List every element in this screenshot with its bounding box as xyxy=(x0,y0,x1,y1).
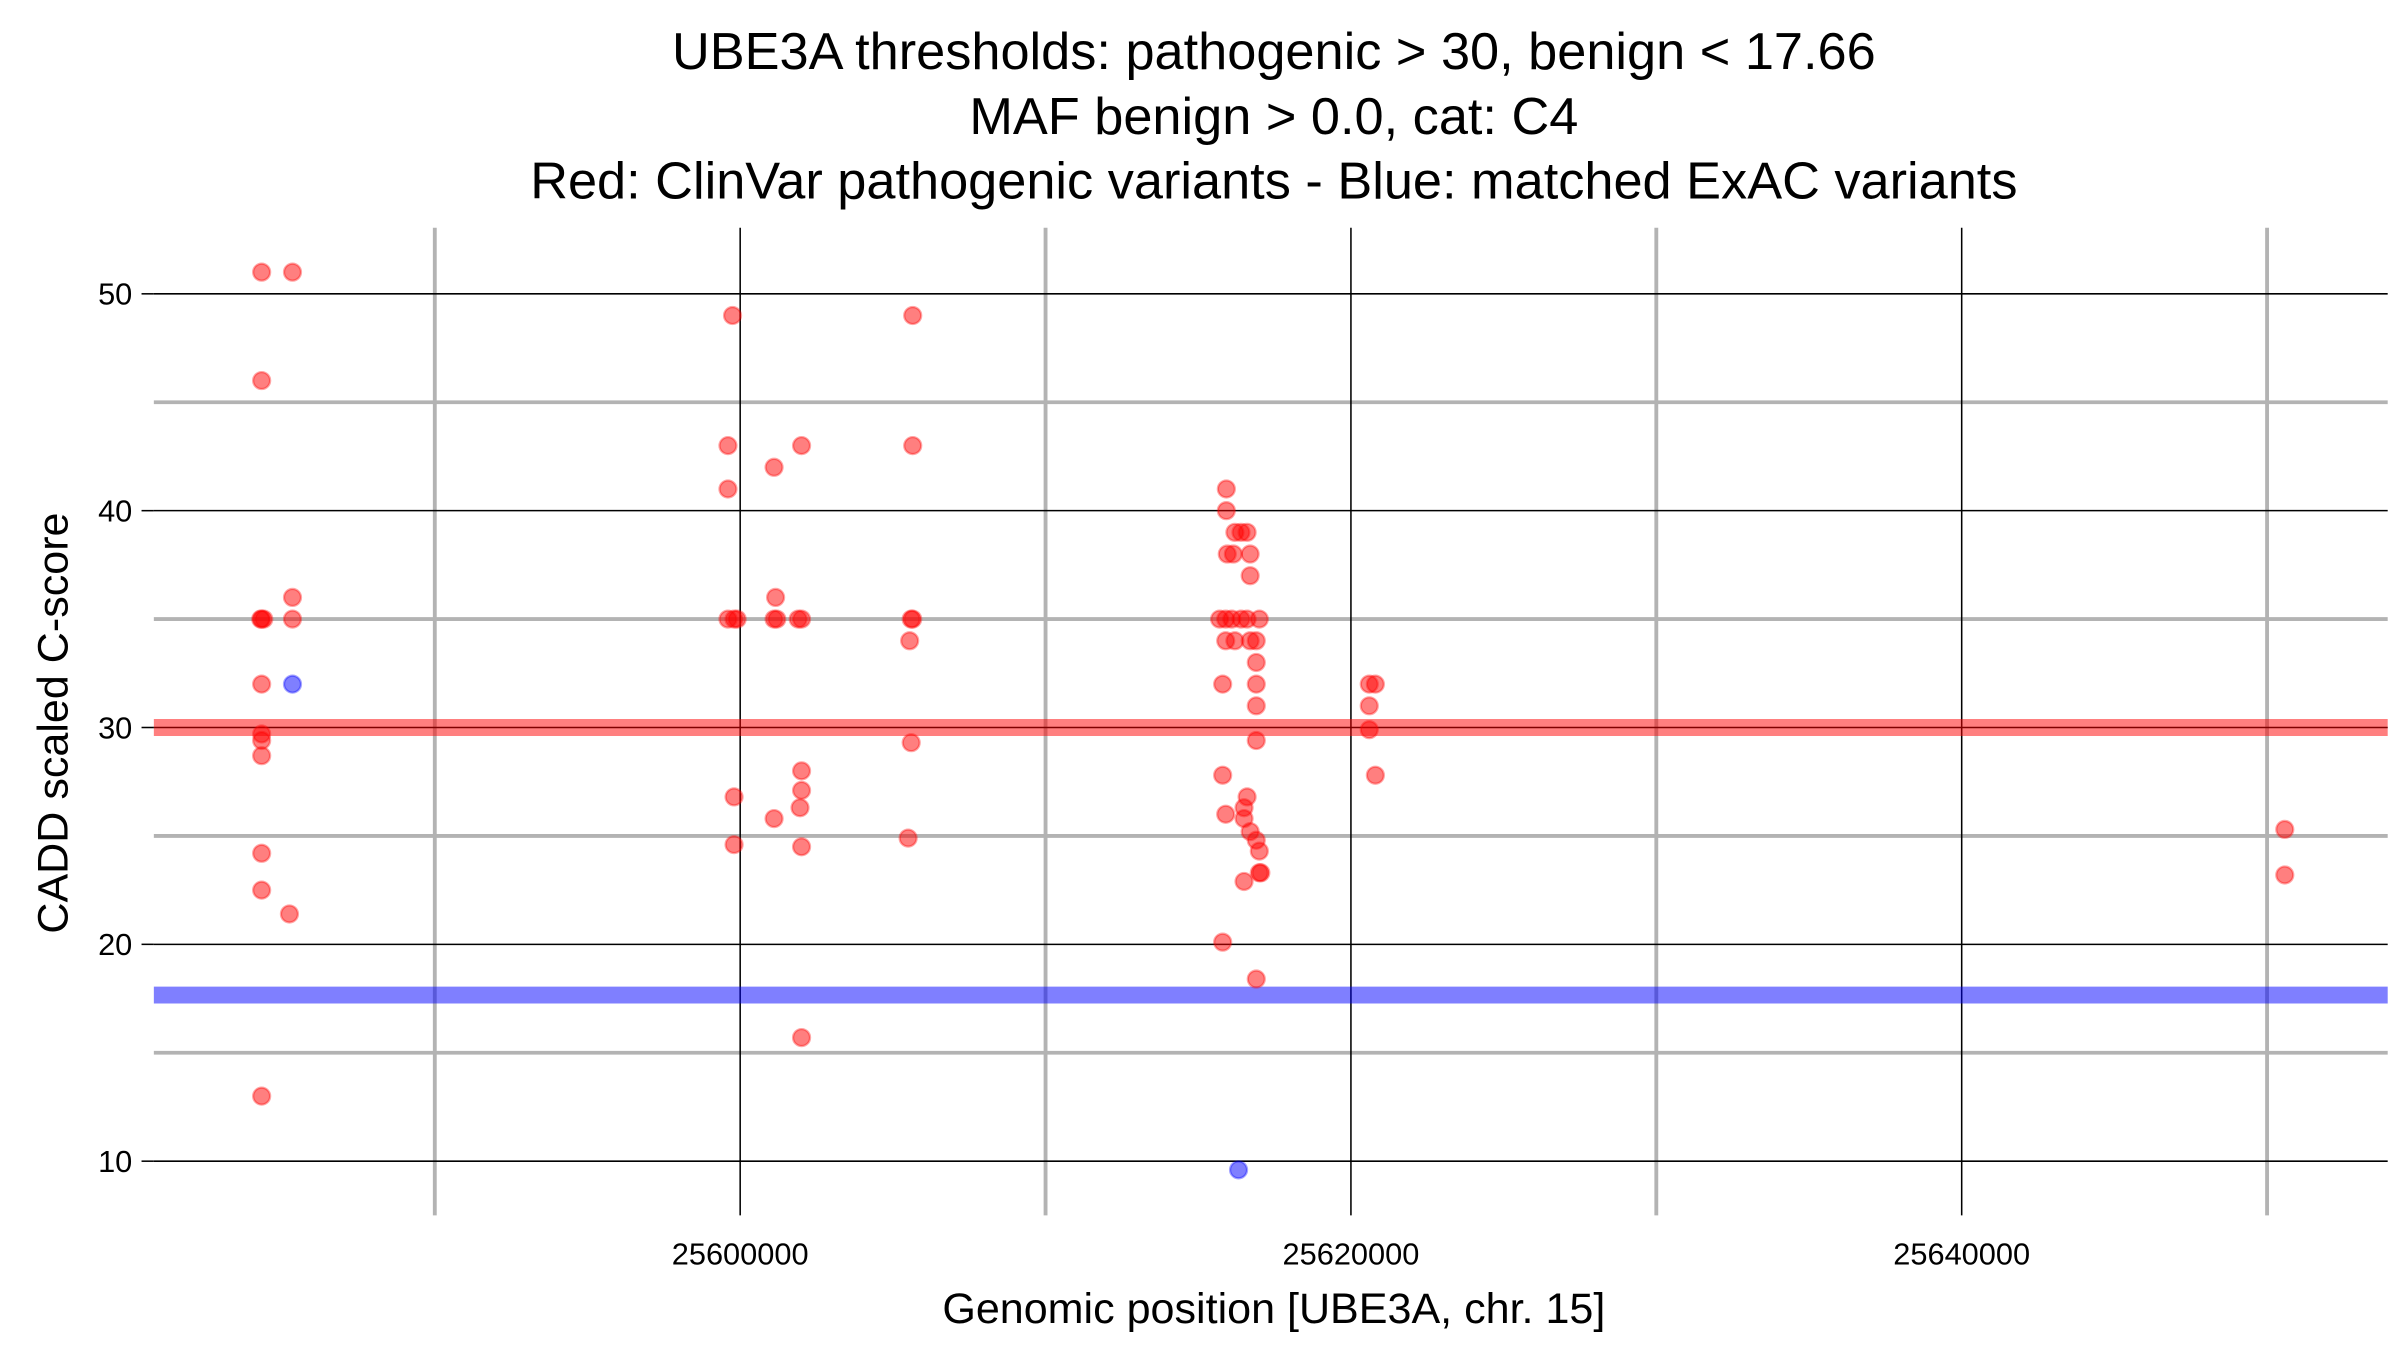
clinvar-point xyxy=(252,370,272,391)
clinvar-point xyxy=(254,609,274,629)
clinvar-point xyxy=(1240,566,1260,586)
x-tick-label: 25620000 xyxy=(1283,1237,1420,1272)
title-line-1: UBE3A thresholds: pathogenic > 30, benig… xyxy=(672,23,1876,81)
title-line-3: Red: ClinVar pathogenic variants - Blue:… xyxy=(530,152,2017,210)
clinvar-point xyxy=(1249,841,1269,861)
clinvar-point xyxy=(1213,932,1233,952)
chart-title: UBE3A thresholds: pathogenic > 30, benig… xyxy=(530,23,2017,210)
title-line-2: MAF benign > 0.0, cat: C4 xyxy=(969,88,1578,146)
clinvar-point xyxy=(2275,819,2295,840)
clinvar-point xyxy=(790,798,810,818)
clinvar-point xyxy=(764,808,784,829)
clinvar-point xyxy=(791,609,812,629)
data-points xyxy=(251,262,2295,1180)
clinvar-point xyxy=(1216,501,1236,521)
clinvar-point xyxy=(282,262,303,282)
clinvar-point xyxy=(1246,969,1266,989)
clinvar-point xyxy=(1365,674,1385,694)
clinvar-point xyxy=(791,435,812,456)
clinvar-point xyxy=(901,733,921,753)
y-axis-label: CADD scaled C-score xyxy=(30,512,78,933)
y-tick-label: 20 xyxy=(98,927,132,962)
exac-point xyxy=(1228,1160,1249,1180)
y-tick-label: 40 xyxy=(98,493,132,528)
clinvar-point xyxy=(727,609,747,629)
clinvar-point xyxy=(1213,674,1233,694)
clinvar-point xyxy=(903,305,923,326)
clinvar-point xyxy=(1237,522,1257,542)
clinvar-point xyxy=(1240,544,1260,564)
clinvar-point xyxy=(1359,696,1379,716)
clinvar-point xyxy=(767,609,787,629)
clinvar-point xyxy=(791,761,812,781)
clinvar-point xyxy=(718,435,738,456)
clinvar-point xyxy=(1223,544,1243,564)
x-axis-label: Genomic position [UBE3A, chr. 15] xyxy=(942,1285,1605,1333)
x-tick-label: 25640000 xyxy=(1893,1237,2030,1272)
clinvar-point xyxy=(1216,479,1236,499)
clinvar-point xyxy=(722,305,743,326)
clinvar-point xyxy=(903,435,923,456)
clinvar-point xyxy=(900,631,920,651)
y-tick-label: 10 xyxy=(98,1144,132,1179)
clinvar-point xyxy=(282,609,303,629)
clinvar-point xyxy=(1246,652,1266,673)
clinvar-point xyxy=(1216,804,1236,824)
clinvar-point xyxy=(282,587,303,608)
threshold-lines xyxy=(153,719,2388,1004)
clinvar-point xyxy=(791,780,812,800)
axis-ticks: 25600000 25620000 25640000 10 20 30 40 50 xyxy=(98,277,2030,1272)
clinvar-point xyxy=(252,1086,272,1106)
exac-point xyxy=(282,674,303,694)
clinvar-point xyxy=(1234,871,1254,892)
clinvar-point xyxy=(898,828,918,848)
clinvar-point xyxy=(765,587,786,608)
clinvar-point xyxy=(252,674,272,694)
clinvar-point xyxy=(1246,674,1266,694)
clinvar-point xyxy=(1246,631,1266,651)
clinvar-point xyxy=(2275,865,2295,885)
clinvar-point xyxy=(1213,765,1233,785)
clinvar-point xyxy=(279,904,300,924)
clinvar-point xyxy=(252,746,272,766)
clinvar-point xyxy=(1359,720,1379,740)
x-tick-label: 25600000 xyxy=(672,1237,809,1272)
y-tick-label: 50 xyxy=(98,277,132,312)
clinvar-point xyxy=(252,843,272,863)
clinvar-point xyxy=(1246,730,1266,751)
clinvar-point xyxy=(1249,609,1269,629)
clinvar-point xyxy=(901,609,921,629)
clinvar-point xyxy=(1365,765,1385,785)
clinvar-point xyxy=(764,457,784,477)
clinvar-point xyxy=(1251,863,1271,883)
clinvar-point xyxy=(252,880,272,900)
clinvar-point xyxy=(724,834,744,855)
clinvar-point xyxy=(791,1027,812,1048)
clinvar-point xyxy=(718,479,738,499)
clinvar-point xyxy=(724,787,744,807)
y-tick-label: 30 xyxy=(98,710,132,745)
clinvar-point xyxy=(252,262,272,282)
clinvar-point xyxy=(791,837,812,857)
clinvar-point xyxy=(1246,696,1266,716)
